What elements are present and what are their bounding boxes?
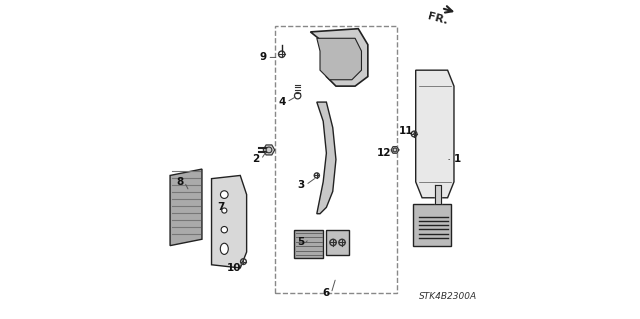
Text: STK4B2300A: STK4B2300A <box>419 292 477 301</box>
Text: 11: 11 <box>399 126 413 136</box>
Text: 2: 2 <box>253 154 260 165</box>
Polygon shape <box>435 185 441 204</box>
Circle shape <box>221 226 227 233</box>
Text: 10: 10 <box>227 263 241 273</box>
Text: 4: 4 <box>278 97 285 107</box>
Bar <box>294 230 323 258</box>
Polygon shape <box>212 175 246 268</box>
Text: 12: 12 <box>376 148 391 158</box>
Circle shape <box>221 208 227 213</box>
Polygon shape <box>263 145 275 155</box>
Text: FR.: FR. <box>427 12 449 26</box>
Text: 5: 5 <box>297 237 305 248</box>
Text: 3: 3 <box>297 180 305 190</box>
Circle shape <box>220 191 228 198</box>
Polygon shape <box>170 169 202 246</box>
Text: 1: 1 <box>454 154 461 165</box>
Text: 8: 8 <box>176 177 183 187</box>
Bar <box>275 26 397 293</box>
Polygon shape <box>317 38 362 80</box>
Text: 6: 6 <box>323 288 330 299</box>
Bar <box>326 230 349 255</box>
Polygon shape <box>413 204 451 246</box>
Polygon shape <box>317 102 336 214</box>
Text: 9: 9 <box>259 52 266 63</box>
Polygon shape <box>310 29 368 86</box>
Polygon shape <box>391 147 399 153</box>
Text: 7: 7 <box>218 202 225 212</box>
Polygon shape <box>416 70 454 198</box>
Ellipse shape <box>220 243 228 255</box>
